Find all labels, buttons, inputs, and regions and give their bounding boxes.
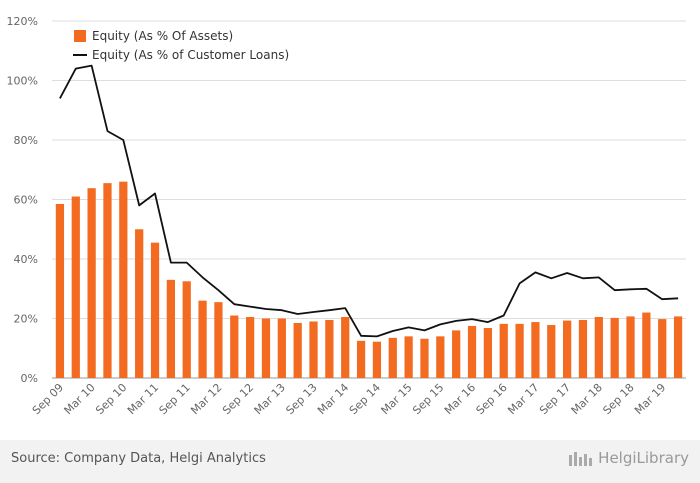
bar: [372, 341, 382, 378]
x-tick-label: Sep 12: [220, 381, 256, 417]
bar: [277, 318, 286, 378]
logo-text: HelgiLibrary: [598, 449, 689, 467]
bar: [230, 315, 239, 378]
x-tick-label: Mar 14: [315, 381, 351, 417]
x-tick-label: Sep 10: [93, 381, 129, 417]
bar: [55, 203, 65, 378]
x-tick-label: Sep 13: [283, 381, 319, 417]
x-tick-label: Mar 15: [379, 381, 415, 417]
y-tick-label: 100%: [7, 75, 38, 88]
bar: [658, 319, 667, 378]
y-tick-label: 120%: [7, 15, 38, 28]
bar: [261, 318, 271, 378]
y-axis: 0% 20% 40% 60% 80% 100% 120%: [7, 15, 38, 385]
bar: [452, 330, 461, 378]
bar: [309, 321, 318, 378]
bar: [214, 302, 223, 378]
y-tick-label: 0%: [21, 372, 38, 385]
bar: [71, 196, 80, 378]
x-tick-label: Sep 14: [347, 381, 383, 417]
bar: [198, 300, 207, 378]
x-tick-label: Mar 17: [505, 381, 541, 417]
bar: [673, 316, 683, 378]
bar: [642, 312, 651, 378]
bar: [610, 317, 619, 378]
y-tick-label: 80%: [14, 134, 38, 147]
x-tick-label: Mar 13: [252, 381, 288, 417]
library-icon: [569, 452, 593, 466]
x-tick-label: Mar 10: [62, 381, 98, 417]
legend-swatch-bar: [74, 30, 86, 42]
x-tick-label: Mar 19: [632, 381, 668, 417]
bar: [246, 317, 255, 378]
bar: [420, 338, 429, 378]
bar: [404, 336, 413, 378]
bar: [293, 322, 302, 378]
bar: [563, 320, 572, 378]
y-tick-label: 40%: [14, 253, 38, 266]
bar: [341, 317, 350, 378]
line-series: [59, 64, 679, 338]
bar: [166, 279, 175, 378]
x-tick-label: Sep 17: [537, 381, 573, 417]
x-tick-label: Sep 18: [600, 381, 636, 417]
bar: [388, 337, 397, 378]
bar: [87, 188, 96, 378]
bar: [119, 181, 128, 378]
bar-series: [55, 181, 683, 378]
x-tick-label: Sep 15: [410, 381, 446, 417]
x-tick-label: Sep 11: [157, 381, 193, 417]
y-tick-label: 20%: [14, 313, 38, 326]
bar: [499, 323, 508, 378]
source-text: Source: Company Data, Helgi Analytics: [11, 451, 266, 466]
x-tick-label: Mar 18: [569, 381, 605, 417]
x-tick-label: Sep 09: [30, 381, 66, 417]
bar: [325, 319, 334, 378]
bar: [467, 325, 477, 378]
bar: [531, 322, 540, 378]
x-tick-label: Mar 12: [188, 381, 224, 417]
bar: [483, 328, 492, 378]
bar: [436, 336, 445, 378]
bar: [182, 281, 191, 378]
legend-label-bar: Equity (As % Of Assets): [92, 29, 233, 43]
bar: [594, 317, 603, 378]
y-tick-label: 60%: [14, 194, 38, 207]
footer: Source: Company Data, Helgi Analytics He…: [0, 440, 700, 483]
series-line: [59, 64, 679, 338]
helgi-library-logo: HelgiLibrary: [568, 449, 689, 467]
bar: [356, 340, 366, 378]
bar: [578, 319, 588, 378]
bar: [150, 242, 160, 378]
legend-label-line: Equity (As % of Customer Loans): [92, 48, 289, 62]
bar: [135, 229, 144, 378]
bar: [515, 323, 524, 378]
x-tick-label: Sep 16: [474, 381, 510, 417]
x-tick-label: Mar 16: [442, 381, 478, 417]
x-tick-label: Mar 11: [125, 381, 161, 417]
bar: [547, 325, 556, 378]
legend: Equity (As % Of Assets) Equity (As % of …: [73, 29, 289, 62]
bar: [626, 316, 635, 378]
bar: [103, 183, 112, 378]
